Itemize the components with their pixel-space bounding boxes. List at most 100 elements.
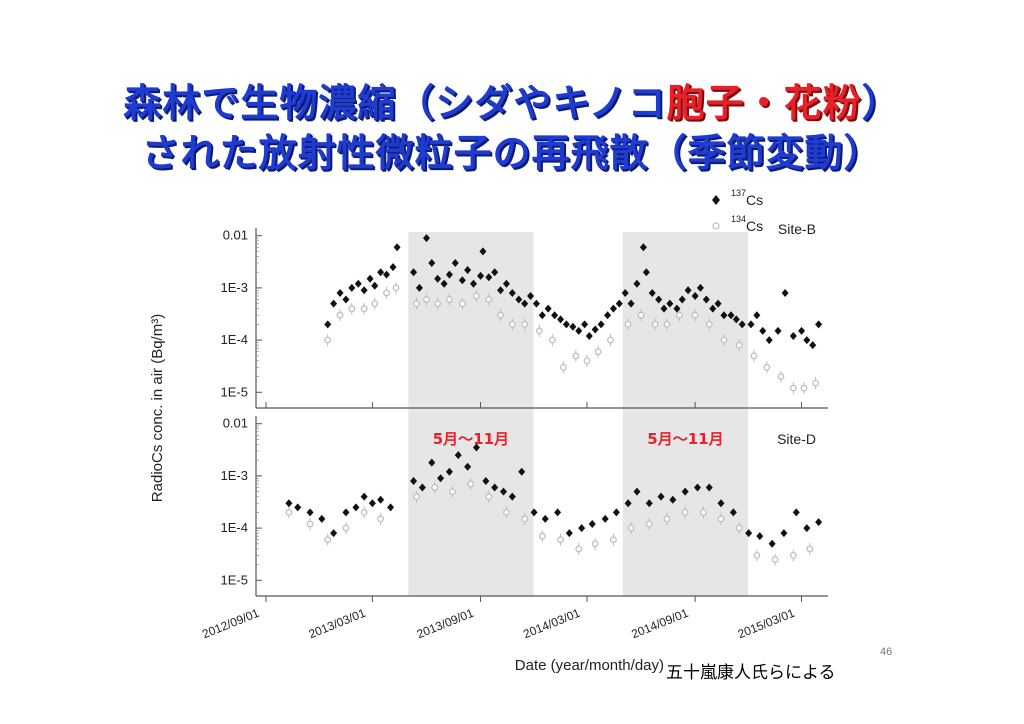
point-cs137 [521,299,529,308]
point-cs137 [508,492,516,501]
cs-concentration-chart: 5月～11月 5月～11月 0.01 1E-3 1E-4 1E-5 Site-B 0.01 1E… [149,188,828,674]
point-cs137 [479,247,487,256]
point-cs137 [342,508,350,517]
point-cs137 [348,283,356,292]
credit-text: 五十嵐康人氏らによる [666,663,836,683]
point-cs137 [541,514,549,523]
point-cs134 [627,524,635,532]
point-cs134 [434,300,442,308]
point-cs134 [607,336,614,344]
point-cs134 [446,296,453,303]
point-cs137 [410,268,418,277]
point-cs137 [336,288,344,297]
point-cs137 [597,320,605,329]
point-cs137 [642,268,650,277]
point-cs137 [428,458,436,467]
point-cs137 [440,279,448,288]
point-cs137 [454,451,462,460]
point-cs137 [655,295,663,304]
x-tick-label: 2014/09/01 [629,606,690,642]
point-cs137 [809,341,817,350]
legend-label-1: Cs [746,192,763,208]
point-cs137 [515,295,523,304]
point-cs134 [663,515,671,523]
point-cs137 [591,325,599,334]
point-cs134 [675,311,683,319]
point-cs137 [615,299,623,308]
point-cs134 [645,520,653,528]
shaded-period-2 [622,232,749,596]
point-cs134 [681,508,689,516]
point-cs137 [470,279,478,288]
point-cs137 [422,234,430,243]
point-cs134 [336,311,344,319]
point-cs137 [330,299,338,308]
point-cs137 [684,286,692,295]
point-cs137 [780,529,788,538]
page-number: 46 [880,646,893,658]
point-cs134 [806,545,814,553]
point-cs137 [621,288,629,297]
point-cs137 [324,320,332,329]
point-cs137 [294,503,302,512]
point-cs134 [557,536,564,544]
point-cs134 [789,551,797,559]
point-cs137 [666,299,674,308]
point-cs134 [285,508,293,516]
point-cs137 [551,311,559,320]
point-cs134 [575,545,583,553]
point-cs134 [717,515,725,523]
point-cs134 [448,488,456,496]
point-cs137 [585,331,593,340]
point-cs137 [709,304,717,313]
point-cs134 [467,480,474,488]
site-label-1: Site-B [778,221,816,237]
point-cs137 [759,326,767,335]
point-cs137 [669,495,677,504]
point-cs137 [377,495,385,504]
point-cs134 [360,508,368,516]
point-cs137 [753,311,761,320]
point-cs134 [691,311,699,319]
y-tick-label: 1E-4 [221,520,248,535]
point-cs137 [693,483,701,492]
point-cs137 [415,283,423,292]
point-cs134 [753,551,761,559]
point-cs137 [352,503,360,512]
point-cs134 [413,300,420,308]
shaded-period-label-2: 5月～11月 [647,430,723,448]
point-cs137 [627,299,635,308]
point-cs134 [535,327,543,335]
point-cs137 [774,326,782,335]
x-tick-label: 2012/09/01 [200,606,261,642]
point-cs134 [306,520,314,528]
point-cs134 [572,352,580,360]
point-cs134 [705,320,713,328]
point-cs134 [610,536,617,544]
site-label-2: Site-D [777,431,816,447]
point-cs137 [702,295,710,304]
point-cs137 [451,259,459,268]
point-cs137 [789,331,797,340]
point-cs137 [768,539,776,548]
y-tick-label: 1E-3 [221,280,248,295]
point-cs137 [569,322,577,331]
point-cs137 [696,283,704,292]
point-cs134 [383,289,390,297]
point-cs134 [423,296,430,303]
shaded-period-label-1: 5月～11月 [433,430,509,448]
point-cs134 [324,536,332,544]
y-tick-label: 0.01 [223,416,248,431]
point-cs137 [565,529,573,538]
point-cs137 [714,299,722,308]
point-cs137 [366,274,374,283]
point-cs134 [735,524,743,532]
point-cs137 [601,514,609,523]
point-cs137 [377,268,385,277]
point-cs137 [491,268,499,277]
point-cs137 [681,487,689,496]
point-cs137 [717,499,725,508]
point-cs134 [521,320,529,328]
point-cs137 [360,492,368,501]
point-cs134 [800,384,808,392]
